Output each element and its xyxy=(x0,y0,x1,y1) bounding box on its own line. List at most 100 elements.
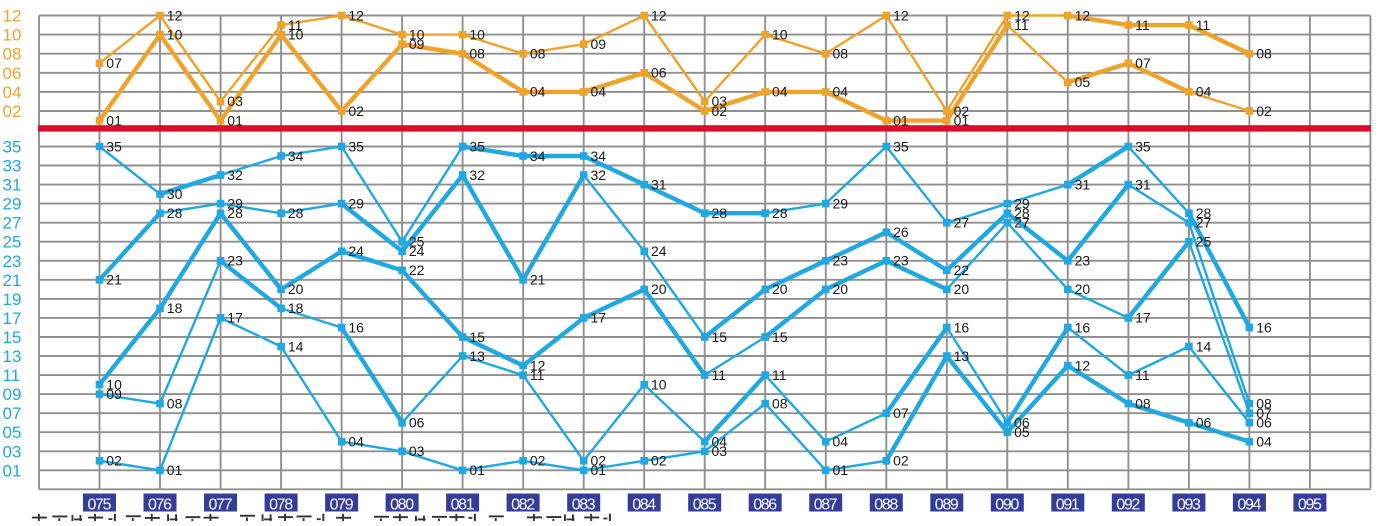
svg-text:35: 35 xyxy=(348,138,364,154)
svg-text:31: 31 xyxy=(3,176,22,195)
svg-text:02: 02 xyxy=(591,453,607,469)
svg-text:21: 21 xyxy=(106,272,122,288)
svg-text:07: 07 xyxy=(893,405,909,421)
svg-text:03: 03 xyxy=(227,93,243,109)
svg-text:01: 01 xyxy=(167,462,183,478)
svg-text:02: 02 xyxy=(1256,103,1272,119)
svg-text:29: 29 xyxy=(833,195,849,211)
svg-text:08: 08 xyxy=(772,395,788,411)
svg-text:12: 12 xyxy=(3,7,22,26)
svg-text:07: 07 xyxy=(3,404,22,423)
svg-text:31: 31 xyxy=(1135,176,1151,192)
svg-text:08: 08 xyxy=(167,395,183,411)
svg-text:04: 04 xyxy=(530,84,546,100)
svg-text:12: 12 xyxy=(167,7,183,23)
svg-text:14: 14 xyxy=(1196,338,1212,354)
svg-text:02: 02 xyxy=(530,453,546,469)
svg-text:03: 03 xyxy=(712,93,728,109)
svg-text:10: 10 xyxy=(288,26,304,42)
svg-text:21: 21 xyxy=(3,271,22,290)
svg-text:09: 09 xyxy=(3,385,22,404)
svg-text:15: 15 xyxy=(3,328,22,347)
svg-text:35: 35 xyxy=(3,138,22,157)
svg-text:02: 02 xyxy=(651,453,667,469)
svg-text:01: 01 xyxy=(833,462,849,478)
svg-text:17: 17 xyxy=(1135,310,1151,326)
svg-text:27: 27 xyxy=(954,215,970,231)
svg-text:28: 28 xyxy=(1196,205,1212,221)
svg-text:22: 22 xyxy=(954,262,970,278)
svg-text:12: 12 xyxy=(530,357,546,373)
svg-text:33: 33 xyxy=(3,157,22,176)
svg-text:25: 25 xyxy=(1196,234,1212,250)
svg-text:083: 083 xyxy=(572,497,596,514)
svg-text:35: 35 xyxy=(1135,138,1151,154)
svg-text:13: 13 xyxy=(954,348,970,364)
svg-text:11: 11 xyxy=(530,367,545,383)
svg-text:10: 10 xyxy=(469,26,485,42)
svg-text:079: 079 xyxy=(330,497,354,514)
svg-text:10: 10 xyxy=(3,26,22,45)
svg-text:17: 17 xyxy=(227,310,243,326)
svg-text:21: 21 xyxy=(530,272,546,288)
svg-text:16: 16 xyxy=(348,319,364,335)
svg-text:03: 03 xyxy=(409,443,425,459)
svg-text:26: 26 xyxy=(893,224,909,240)
svg-text:12: 12 xyxy=(348,7,364,23)
svg-text:04: 04 xyxy=(3,83,22,102)
svg-text:32: 32 xyxy=(591,167,607,183)
svg-text:08: 08 xyxy=(3,45,22,64)
svg-text:19: 19 xyxy=(3,290,22,309)
svg-text:05: 05 xyxy=(1075,74,1091,90)
svg-text:12: 12 xyxy=(651,7,667,23)
svg-text:10: 10 xyxy=(167,26,183,42)
svg-text:09: 09 xyxy=(106,386,122,402)
svg-text:095: 095 xyxy=(1298,497,1322,514)
svg-text:11: 11 xyxy=(3,366,21,385)
svg-text:05: 05 xyxy=(3,423,22,442)
svg-text:088: 088 xyxy=(874,497,898,514)
svg-text:10: 10 xyxy=(409,26,425,42)
svg-text:06: 06 xyxy=(3,64,22,83)
svg-text:09: 09 xyxy=(591,36,607,52)
svg-text:01: 01 xyxy=(893,112,909,128)
svg-text:20: 20 xyxy=(651,281,667,297)
svg-text:20: 20 xyxy=(1075,281,1091,297)
svg-text:04: 04 xyxy=(833,434,849,450)
svg-text:16: 16 xyxy=(1075,319,1091,335)
svg-text:28: 28 xyxy=(227,205,243,221)
svg-text:081: 081 xyxy=(451,497,475,514)
svg-text:12: 12 xyxy=(1075,7,1091,23)
svg-text:28: 28 xyxy=(772,205,788,221)
svg-text:32: 32 xyxy=(227,167,243,183)
svg-text:20: 20 xyxy=(288,281,304,297)
svg-text:01: 01 xyxy=(106,112,122,128)
svg-text:01: 01 xyxy=(469,462,485,478)
svg-text:29: 29 xyxy=(348,195,364,211)
svg-text:13: 13 xyxy=(469,348,485,364)
svg-text:01: 01 xyxy=(227,112,243,128)
svg-text:31: 31 xyxy=(1075,176,1091,192)
svg-text:35: 35 xyxy=(469,138,485,154)
svg-text:08: 08 xyxy=(1135,395,1151,411)
svg-text:23: 23 xyxy=(3,252,22,271)
svg-text:28: 28 xyxy=(1014,205,1030,221)
svg-text:02: 02 xyxy=(348,103,364,119)
svg-text:02: 02 xyxy=(893,453,909,469)
svg-text:27: 27 xyxy=(1196,215,1212,231)
svg-text:01: 01 xyxy=(3,461,22,480)
svg-text:15: 15 xyxy=(469,329,485,345)
svg-text:25: 25 xyxy=(3,233,22,252)
svg-text:03: 03 xyxy=(712,443,728,459)
svg-text:22: 22 xyxy=(409,262,425,278)
svg-text:02: 02 xyxy=(106,453,122,469)
svg-text:084: 084 xyxy=(632,497,656,514)
svg-text:20: 20 xyxy=(954,281,970,297)
svg-text:077: 077 xyxy=(209,497,233,514)
svg-text:32: 32 xyxy=(469,167,485,183)
svg-text:076: 076 xyxy=(148,497,172,514)
svg-text:11: 11 xyxy=(1196,17,1211,33)
svg-text:11: 11 xyxy=(288,17,303,33)
svg-text:06: 06 xyxy=(409,415,425,431)
svg-text:24: 24 xyxy=(348,243,364,259)
